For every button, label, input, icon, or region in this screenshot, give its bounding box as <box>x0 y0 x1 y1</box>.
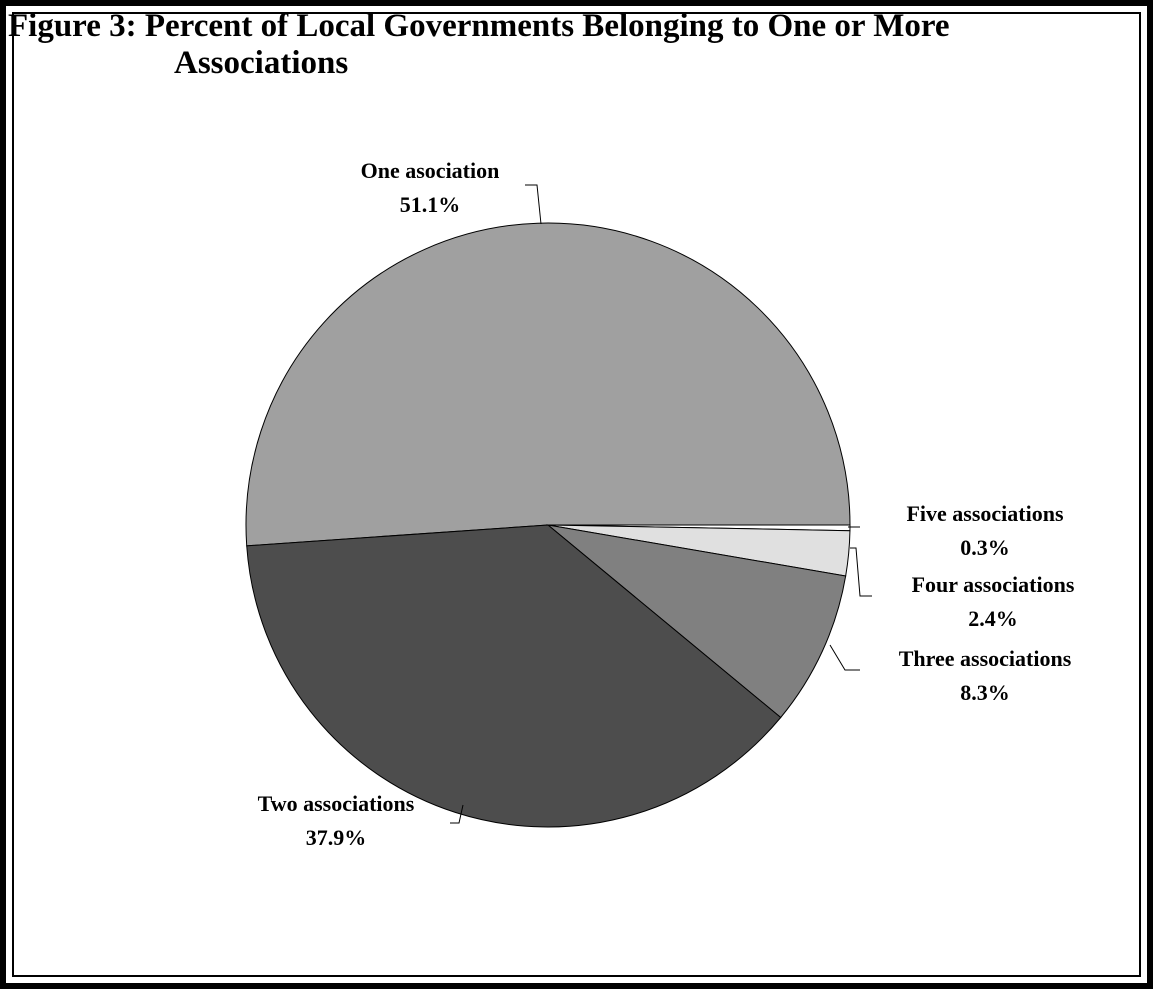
leader-three-associations <box>829 644 860 671</box>
leader-two-associations <box>450 804 464 824</box>
slice-value-four-associations: 2.4% <box>968 606 1018 631</box>
chart-title-line-2: Associations <box>174 45 349 81</box>
slice-label-one-association: One asociation <box>361 158 500 183</box>
slice-three-associations <box>546 524 847 719</box>
slice-value-one-association: 51.1% <box>400 192 461 217</box>
slice-one-association <box>245 222 851 547</box>
chart-title: Figure 3: Percent of Local Governments B… <box>8 8 950 82</box>
slice-label-five-associations: Five associations <box>906 501 1063 526</box>
leader-four-associations <box>850 547 872 597</box>
figure-inner-border <box>12 12 1141 977</box>
slice-label-three-associations: Three associations <box>899 646 1072 671</box>
slice-label-four-associations: Four associations <box>912 572 1075 597</box>
slice-label-two-associations: Two associations <box>258 791 415 816</box>
slice-two-associations <box>246 524 782 828</box>
leader-lines <box>450 184 872 824</box>
chart-title-line-1: Figure 3: Percent of Local Governments B… <box>8 8 950 44</box>
slice-value-two-associations: 37.9% <box>306 825 367 850</box>
leader-one-association <box>525 184 542 225</box>
pie-slices <box>245 222 851 828</box>
slice-value-five-associations: 0.3% <box>960 535 1010 560</box>
slice-value-three-associations: 8.3% <box>960 680 1010 705</box>
